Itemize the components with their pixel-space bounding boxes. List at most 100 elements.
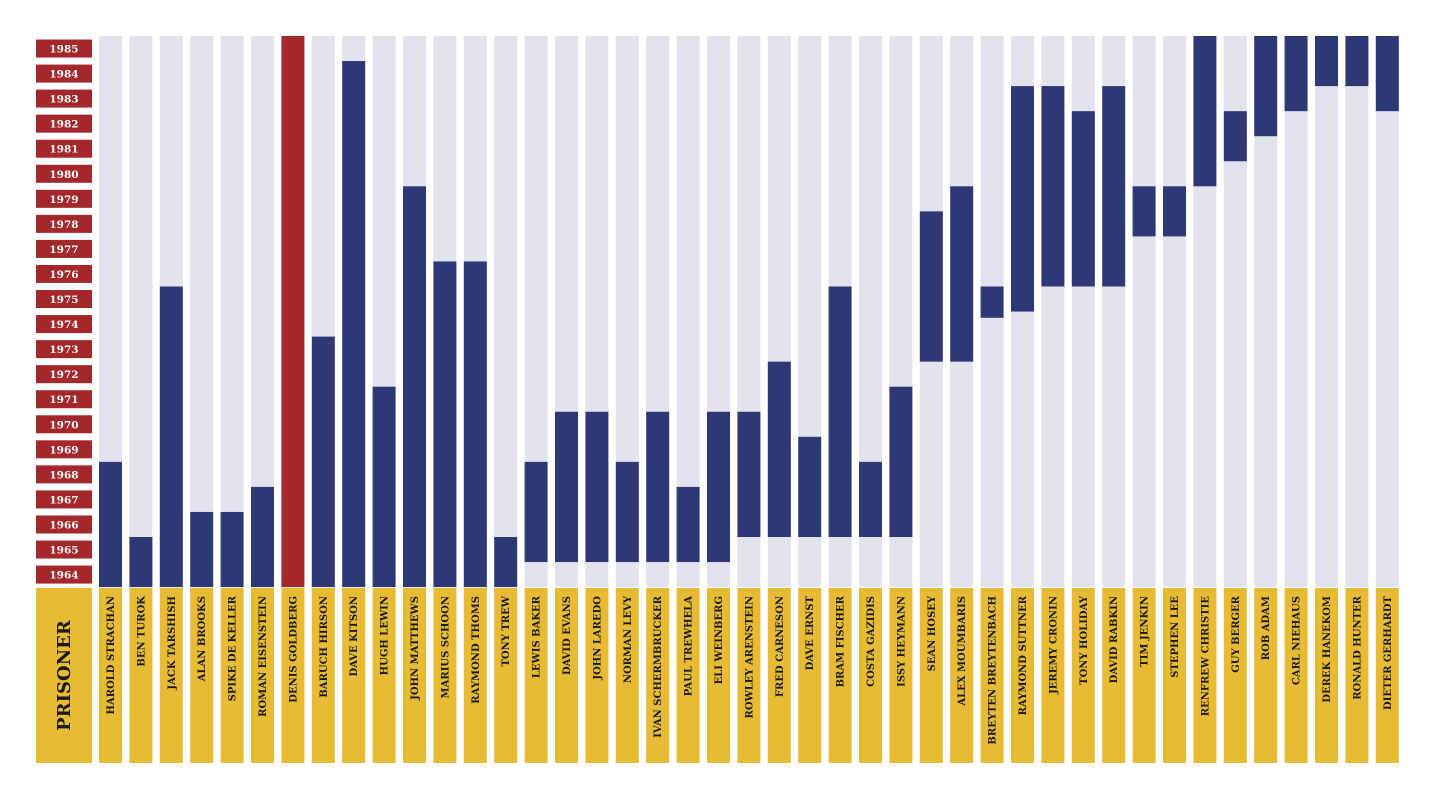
prison-term-bar: [555, 411, 578, 563]
prisoner-name-label: TIM JENKIN: [1132, 588, 1156, 763]
year-label: 1981: [36, 139, 92, 158]
prisoner-name-box: [1284, 588, 1308, 763]
prisoner-name-box: [798, 588, 822, 763]
year-label-text: 1980: [49, 169, 78, 181]
year-label-text: 1976: [49, 269, 78, 281]
prisoner-name-box: [980, 588, 1004, 763]
year-label-text: 1974: [49, 319, 78, 331]
prison-term-bar: [190, 511, 214, 588]
prisoner-name-text: ROMAN EISENSTEIN: [258, 596, 269, 717]
prisoner-name-label: DAVE KITSON: [342, 588, 366, 763]
prisoner-name-box: [1071, 588, 1095, 763]
year-label-box: [36, 315, 92, 334]
prison-term-bar: [950, 186, 974, 362]
prison-term-bar: [889, 386, 913, 537]
year-label-box: [36, 390, 92, 409]
prisoner-name-label: ALAN BROOKS: [190, 588, 214, 763]
prisoner-name-text: DEREK HANEKOM: [1322, 596, 1333, 703]
timeline-track: [1315, 36, 1338, 588]
prison-term-bar: [524, 461, 548, 563]
prisoner-name-label: DENIS GOLDBERG: [281, 588, 305, 763]
prisoner-name-label: BREYTEN BREYTENBACH: [980, 588, 1004, 763]
timeline-track: [1132, 36, 1156, 588]
prison-term-bar: [281, 36, 305, 588]
timeline-track: [1223, 36, 1247, 588]
prisoner-name-text: FRED CARNESON: [775, 596, 786, 697]
prison-term-bar: [798, 436, 822, 537]
year-label: 1973: [36, 340, 92, 359]
prisoner-name-text: SEAN HOSEY: [927, 595, 938, 671]
prisoner-name-label: JOHN LAREDO: [585, 588, 609, 763]
prison-term-bar: [585, 411, 609, 563]
prisoner-name-label: DEREK HANEKOM: [1315, 588, 1338, 763]
prisoner-name-text: PAUL TREWHELA: [684, 596, 695, 696]
prisoner-name-text: NORMAN LEVY: [623, 595, 634, 683]
prisoner-name-box: [342, 588, 366, 763]
prisoner-name-label: BEN TUROK: [129, 588, 153, 763]
year-label-box: [36, 239, 92, 258]
prisoner-name-text: COSTA GAZIDIS: [866, 596, 877, 687]
timeline-track: [129, 36, 153, 588]
prisoner-name-text: MARIUS SCHOON: [440, 596, 451, 698]
prisoner-name-text: ELI WEINBERG: [714, 596, 725, 684]
prisoner-name-label: JEREMY CRONIN: [1041, 588, 1065, 763]
year-label-box: [36, 290, 92, 309]
year-label-box: [36, 415, 92, 434]
prisoner-name-label: HAROLD STRACHAN: [99, 588, 122, 763]
prison-term-bar: [767, 361, 791, 537]
timeline-track: [220, 36, 244, 588]
year-label-text: 1981: [49, 144, 78, 156]
prisoner-name-box: [1163, 588, 1186, 763]
prisoner-name-box: [403, 588, 426, 763]
year-label: 1977: [36, 239, 92, 258]
prisoner-name-box: [950, 588, 974, 763]
year-label-box: [36, 340, 92, 359]
prison-term-bar: [1223, 111, 1247, 162]
prisoner-name-box: [828, 588, 852, 763]
year-label-text: 1968: [49, 469, 78, 481]
prisoner-name-text: SPIKE DE KELLER: [228, 595, 239, 701]
prisoner-name-box: [1223, 588, 1247, 763]
year-label-text: 1969: [49, 444, 78, 456]
prisoner-name-box: [585, 588, 609, 763]
year-label-text: 1971: [49, 394, 78, 406]
prisoner-name-box: [1193, 588, 1217, 763]
timeline-track: [676, 36, 700, 588]
prisoner-name-box: [311, 588, 335, 763]
prisoner-name-label: ELI WEINBERG: [707, 588, 730, 763]
prisoner-name-label: FRED CARNESON: [767, 588, 791, 763]
prison-term-bar: [1132, 186, 1156, 237]
year-label: 1966: [36, 515, 92, 534]
prisoner-name-box: [859, 588, 882, 763]
year-label: 1964: [36, 565, 92, 584]
prisoner-name-label: BRAM FISCHER: [828, 588, 852, 763]
year-label: 1984: [36, 64, 92, 83]
year-label: 1968: [36, 465, 92, 484]
prisoner-name-text: ROWLEY ARENSTEIN: [744, 596, 755, 718]
prisoner-name-label: SPIKE DE KELLER: [220, 588, 244, 763]
year-label: 1965: [36, 540, 92, 559]
prison-term-bar: [433, 261, 457, 588]
prisoner-header-label: PRISONER: [54, 619, 75, 731]
year-label-text: 1979: [49, 194, 78, 206]
prison-term-bar: [646, 411, 670, 563]
timeline-track: [859, 36, 882, 588]
prisoner-name-text: BEN TUROK: [136, 596, 147, 667]
prison-term-bar: [159, 286, 183, 588]
prisoner-name-box: [615, 588, 639, 763]
prison-term-bar: [980, 286, 1004, 318]
prison-term-bar: [494, 537, 518, 588]
year-label: 1974: [36, 315, 92, 334]
year-label-box: [36, 440, 92, 459]
prison-term-bar: [1102, 86, 1126, 287]
prisoner-name-text: HAROLD STRACHAN: [106, 596, 117, 714]
prisoner-name-label: ROB ADAM: [1254, 588, 1278, 763]
prison-term-bar: [1284, 36, 1308, 112]
prisoner-name-text: DAVE KITSON: [349, 596, 360, 676]
year-label-text: 1983: [49, 94, 78, 106]
prison-term-bar: [1375, 36, 1399, 112]
prisoner-name-text: ALEX MOUMBARIS: [957, 596, 968, 707]
prison-term-bar: [372, 386, 396, 588]
prisoner-header: PRISONER: [36, 588, 92, 763]
